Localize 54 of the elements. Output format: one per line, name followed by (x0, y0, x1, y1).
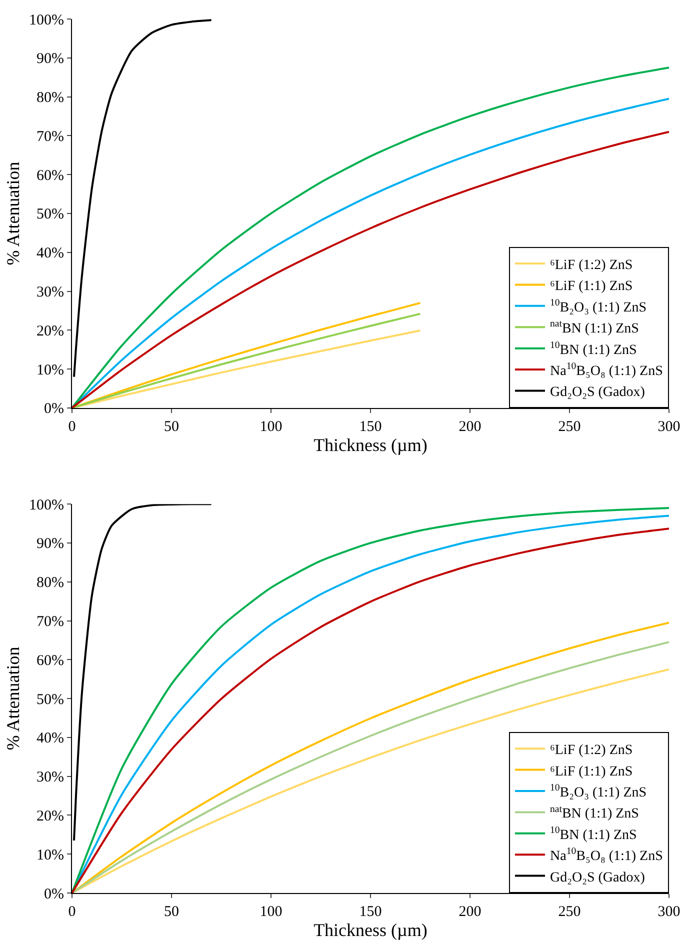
y-tick-label: 20% (36, 323, 64, 340)
x-axis-title: Thickness (µm) (314, 920, 428, 940)
y-tick-label: 80% (36, 575, 64, 592)
y-tick-label: 80% (36, 90, 64, 106)
x-tick-label: 50 (164, 418, 179, 435)
y-tick-label: 20% (36, 808, 64, 824)
y-tick-label: 0% (44, 401, 64, 418)
legend-label: $^{10}$BN (1:1) ZnS (550, 340, 637, 358)
legend-label: Gd₂O₂S (Gadox) (550, 385, 646, 400)
y-tick-label: 90% (36, 51, 64, 68)
y-tick-label: 50% (36, 692, 64, 708)
x-tick-label: 300 (658, 904, 680, 920)
x-axis-title: Thickness (µm) (314, 434, 428, 455)
legend-label: ⁶LiF (1:1) ZnS (550, 279, 633, 294)
y-axis-title: % Attenuation (3, 646, 24, 750)
y-tick-label: 50% (36, 206, 64, 223)
y-tick-label: 90% (36, 536, 64, 552)
y-tick-label: 10% (36, 362, 64, 378)
y-tick-label: 40% (36, 246, 64, 262)
legend-label: Na$^{10}$B₅O₈ (1:1) ZnS (550, 361, 663, 379)
y-tick-label: 0% (44, 886, 64, 902)
y-tick-label: 100% (29, 12, 64, 28)
x-tick-label: 300 (658, 418, 680, 435)
legend-label: $^{nat}$BN (1:1) ZnS (550, 804, 639, 822)
legend-label: $^{10}$B₂O₃ (1:1) ZnS (550, 782, 647, 800)
x-tick-label: 200 (458, 418, 482, 435)
x-tick-label: 250 (558, 904, 581, 920)
y-axis-title: % Attenuation (3, 162, 24, 266)
x-tick-label: 0 (68, 418, 76, 435)
y-tick-label: 30% (36, 770, 64, 786)
y-tick-label: 60% (36, 168, 64, 184)
legend-label: Gd₂O₂S (Gadox) (550, 870, 646, 886)
legend-label: $^{nat}$BN (1:1) ZnS (550, 318, 639, 337)
x-tick-label: 50 (164, 904, 179, 920)
x-tick-label: 250 (558, 418, 581, 435)
x-tick-label: 150 (359, 904, 382, 920)
y-tick-label: 40% (36, 730, 64, 747)
y-tick-label: 10% (36, 847, 64, 864)
y-tick-label: 60% (36, 652, 64, 669)
legend-label: ⁶LiF (1:1) ZnS (550, 764, 633, 780)
x-tick-label: 200 (458, 904, 482, 920)
y-tick-label: 70% (36, 128, 64, 145)
legend-label: $^{10}$B₂O₃ (1:1) ZnS (550, 298, 647, 316)
legend-label: ⁶LiF (1:2) ZnS (550, 743, 633, 758)
legend-label: Na$^{10}$B₅O₈ (1:1) ZnS (550, 846, 663, 864)
y-tick-label: 100% (29, 497, 64, 514)
x-tick-label: 0 (68, 904, 76, 920)
legend-label: ⁶LiF (1:2) ZnS (550, 258, 633, 273)
legend-label: $^{10}$BN (1:1) ZnS (550, 824, 637, 843)
x-tick-label: 150 (359, 418, 382, 435)
x-tick-label: 100 (260, 904, 282, 920)
x-tick-label: 100 (260, 418, 282, 435)
y-tick-label: 70% (36, 614, 64, 630)
y-tick-label: 30% (36, 284, 64, 300)
